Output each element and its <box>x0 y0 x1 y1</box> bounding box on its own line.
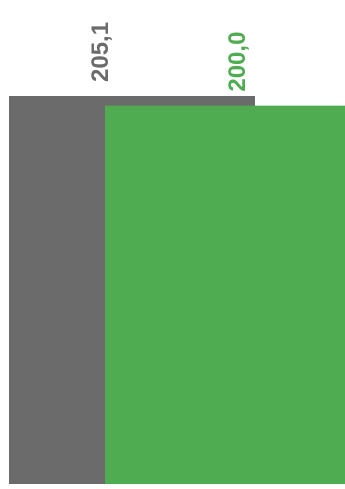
data-label-2: 200,0 <box>224 32 251 92</box>
data-labels-layer: 205,1 200,0 <box>87 22 251 92</box>
bar-2 <box>105 106 345 484</box>
data-label-1: 205,1 <box>87 22 114 82</box>
bars-layer <box>9 96 345 484</box>
